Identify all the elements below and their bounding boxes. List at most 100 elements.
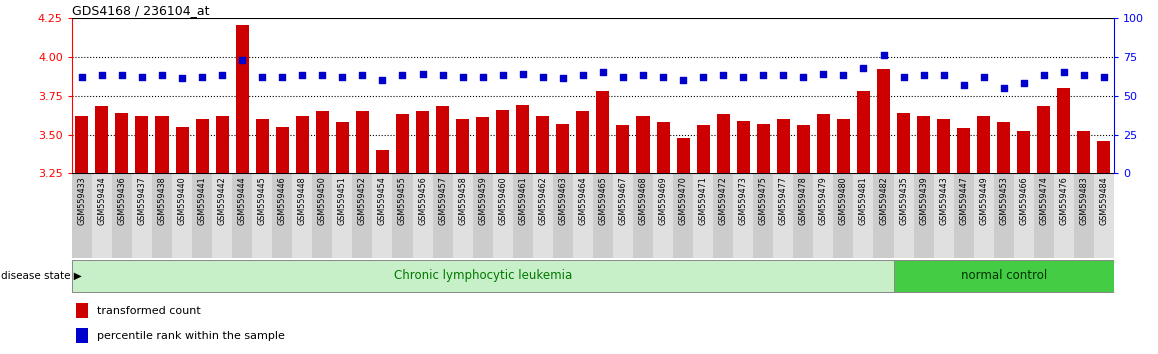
Bar xyxy=(1098,141,1111,354)
Point xyxy=(173,76,191,81)
Bar xyxy=(513,173,533,258)
Bar xyxy=(1057,88,1070,354)
Text: GSM559460: GSM559460 xyxy=(498,176,507,225)
Text: GSM559456: GSM559456 xyxy=(418,176,427,225)
Bar xyxy=(533,173,552,258)
Bar xyxy=(837,119,850,354)
Point xyxy=(995,85,1013,91)
Text: GSM559461: GSM559461 xyxy=(519,176,527,225)
Text: GDS4168 / 236104_at: GDS4168 / 236104_at xyxy=(72,4,210,17)
Bar xyxy=(453,173,472,258)
Bar xyxy=(1094,173,1114,258)
Text: GSM559459: GSM559459 xyxy=(478,176,488,225)
Bar xyxy=(516,105,529,354)
Bar xyxy=(914,173,933,258)
Text: GSM559463: GSM559463 xyxy=(558,176,567,225)
Text: GSM559435: GSM559435 xyxy=(899,176,908,225)
Text: GSM559438: GSM559438 xyxy=(157,176,167,225)
Bar xyxy=(235,25,249,354)
Bar xyxy=(232,173,252,258)
Point xyxy=(734,74,753,80)
Text: GSM559471: GSM559471 xyxy=(698,176,708,225)
Bar xyxy=(834,173,853,258)
Text: GSM559436: GSM559436 xyxy=(117,176,126,225)
Bar xyxy=(196,119,208,354)
Bar xyxy=(215,116,228,354)
Bar xyxy=(396,114,409,354)
Bar xyxy=(132,173,152,258)
Bar xyxy=(673,173,694,258)
Text: GSM559441: GSM559441 xyxy=(198,176,206,225)
Bar xyxy=(917,116,930,354)
Bar xyxy=(777,119,790,354)
Text: GSM559454: GSM559454 xyxy=(378,176,387,225)
Point xyxy=(794,74,813,80)
Bar xyxy=(437,107,449,354)
Text: normal control: normal control xyxy=(961,269,1047,282)
Bar xyxy=(713,173,733,258)
Text: GSM559437: GSM559437 xyxy=(138,176,146,225)
Bar xyxy=(476,118,489,354)
Point xyxy=(554,76,572,81)
Bar xyxy=(276,127,288,354)
Bar xyxy=(894,173,914,258)
Bar xyxy=(416,111,430,354)
Bar xyxy=(155,116,169,354)
Text: GSM559443: GSM559443 xyxy=(939,176,948,225)
Point xyxy=(654,74,673,80)
Point xyxy=(433,73,452,78)
Point xyxy=(413,71,432,76)
Text: GSM559440: GSM559440 xyxy=(177,176,186,225)
Point xyxy=(573,73,592,78)
Bar xyxy=(373,173,393,258)
Bar xyxy=(556,124,570,354)
Bar xyxy=(877,69,891,354)
Point xyxy=(814,71,833,76)
Bar xyxy=(813,173,834,258)
Text: GSM559484: GSM559484 xyxy=(1099,176,1108,225)
Bar xyxy=(472,173,492,258)
Text: GSM559466: GSM559466 xyxy=(1019,176,1028,225)
Point xyxy=(915,73,933,78)
Point xyxy=(774,73,792,78)
Bar xyxy=(212,173,232,258)
Point xyxy=(713,73,732,78)
Bar xyxy=(697,125,710,354)
Bar xyxy=(1013,173,1034,258)
Point xyxy=(754,73,772,78)
Bar xyxy=(252,173,272,258)
Bar xyxy=(756,124,770,354)
Text: GSM559481: GSM559481 xyxy=(859,176,868,225)
Point xyxy=(513,71,532,76)
Bar xyxy=(72,260,894,292)
Bar xyxy=(958,128,970,354)
Bar xyxy=(994,173,1013,258)
Bar xyxy=(933,173,954,258)
Bar xyxy=(616,125,630,354)
Point xyxy=(353,73,372,78)
Point xyxy=(1094,74,1113,80)
Text: GSM559465: GSM559465 xyxy=(599,176,608,225)
Bar xyxy=(376,150,389,354)
Text: GSM559473: GSM559473 xyxy=(739,176,748,225)
Text: GSM559478: GSM559478 xyxy=(799,176,808,225)
Bar xyxy=(694,173,713,258)
Bar xyxy=(433,173,453,258)
Bar xyxy=(256,119,269,354)
Bar xyxy=(853,173,873,258)
Bar xyxy=(1034,173,1054,258)
Point xyxy=(1034,73,1053,78)
Bar xyxy=(332,173,352,258)
Bar xyxy=(937,119,951,354)
Bar xyxy=(76,328,88,343)
Bar xyxy=(897,113,910,354)
Text: GSM559480: GSM559480 xyxy=(838,176,848,225)
Bar xyxy=(816,114,830,354)
Text: GSM559444: GSM559444 xyxy=(237,176,247,225)
Point xyxy=(334,74,352,80)
Bar xyxy=(977,116,990,354)
Bar xyxy=(593,173,613,258)
Bar xyxy=(173,173,192,258)
Bar xyxy=(76,303,88,318)
Point xyxy=(1014,80,1033,86)
